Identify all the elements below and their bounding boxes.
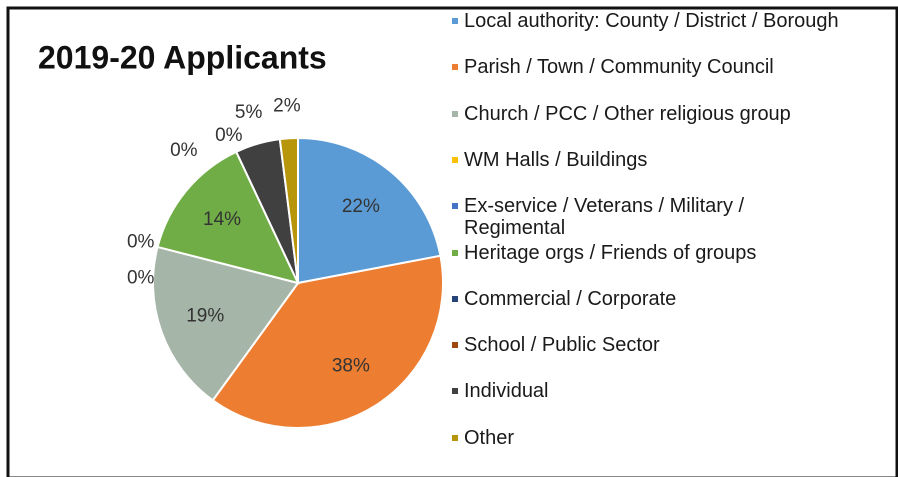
legend-swatch	[452, 249, 458, 256]
pie-slice	[156, 150, 300, 285]
legend-swatch	[452, 434, 458, 441]
legend-swatch	[452, 64, 458, 71]
data-label: 0%	[127, 268, 155, 289]
legend-label: Commercial / Corporate	[464, 287, 677, 310]
legend-label: Church / PCC / Other religious group	[464, 102, 791, 125]
data-label: 38%	[332, 355, 370, 376]
legend-label: School / Public Sector	[464, 334, 660, 357]
legend-item: Heritage orgs / Friends of groups	[452, 242, 756, 264]
data-label: 14%	[203, 209, 241, 230]
pie-slice	[278, 136, 299, 284]
chart-title: 2019-20 Applicants	[38, 39, 327, 75]
pie-slice	[211, 254, 444, 429]
data-label: 0%	[170, 140, 198, 161]
legend-swatch	[452, 295, 458, 302]
legend-swatch	[452, 156, 458, 163]
legend-label: Ex-service / Veterans / Military / Regim…	[464, 195, 745, 240]
data-label: 22%	[342, 196, 380, 217]
legend-item: Local authority: County / District / Bor…	[452, 10, 839, 32]
legend-item: School / Public Sector	[452, 334, 660, 356]
data-label: 5%	[235, 102, 263, 123]
legend-swatch	[452, 388, 458, 395]
legend-label: Parish / Town / Community Council	[464, 56, 774, 79]
data-label: 19%	[186, 305, 224, 326]
legend-label: Other	[464, 426, 515, 449]
legend-label: Local authority: County / District / Bor…	[464, 10, 839, 32]
legend-label: Heritage orgs / Friends of groups	[464, 241, 757, 264]
legend-label: Individual	[464, 380, 549, 403]
pie-slice	[152, 245, 300, 402]
legend-item: Ex-service / Veterans / Military / Regim…	[452, 195, 792, 239]
legend-item: WM Halls / Buildings	[452, 149, 647, 171]
data-label: 0%	[127, 232, 155, 253]
legend-swatch	[452, 342, 458, 349]
legend-swatch	[452, 18, 458, 24]
frame	[6, 6, 898, 477]
legend-label: WM Halls / Buildings	[464, 148, 648, 171]
legend-item: Commercial / Corporate	[452, 288, 676, 310]
pie-slice	[297, 136, 442, 285]
legend-swatch	[452, 110, 458, 117]
legend-swatch	[452, 203, 458, 210]
data-label: 0%	[215, 125, 243, 146]
legend-item: Church / PCC / Other religious group	[452, 103, 791, 125]
legend-item: Other	[452, 427, 514, 449]
data-label: 2%	[273, 95, 301, 116]
legend-item: Parish / Town / Community Council	[452, 56, 774, 78]
legend-item: Individual	[452, 380, 549, 402]
